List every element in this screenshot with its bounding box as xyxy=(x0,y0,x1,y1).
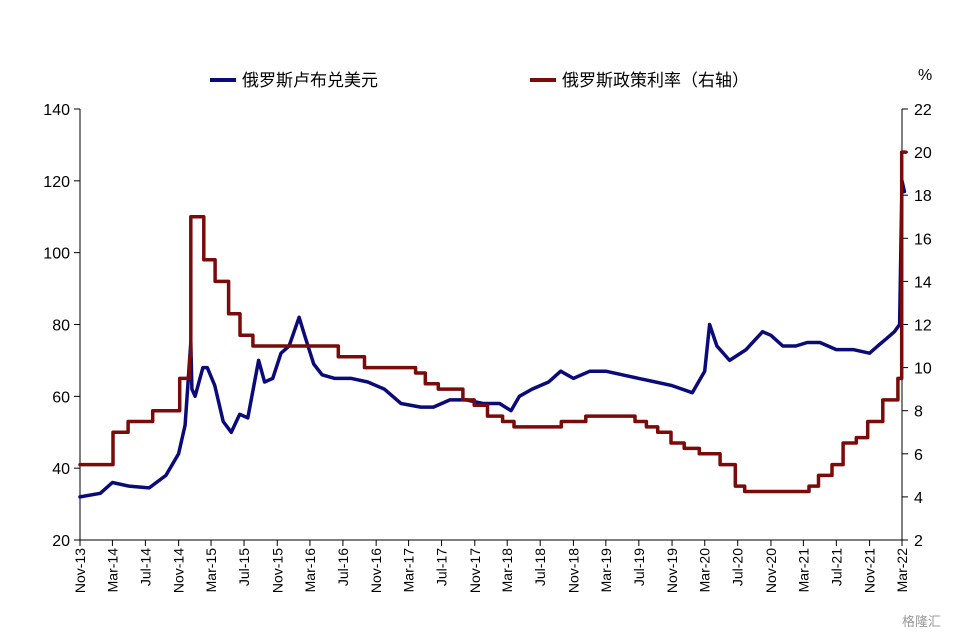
series-line-policy-rate xyxy=(78,150,908,494)
x-tick-label: Mar-22 xyxy=(894,548,910,593)
x-tick-label: Nov-20 xyxy=(763,548,779,593)
series-layer xyxy=(78,150,908,499)
x-tick-label: Jul-14 xyxy=(137,548,153,586)
x-tick-label: Nov-21 xyxy=(862,548,878,593)
x-tick-label: Jul-18 xyxy=(532,548,548,586)
left-tick-label: 140 xyxy=(43,102,70,119)
x-tick-label: Nov-15 xyxy=(269,548,285,593)
x-tick-label: Nov-18 xyxy=(565,548,581,593)
x-tick-label: Nov-16 xyxy=(368,548,384,593)
right-axis-unit: % xyxy=(918,67,932,84)
left-tick-label: 120 xyxy=(43,174,70,191)
left-tick-label: 60 xyxy=(52,389,70,406)
left-tick-label: 20 xyxy=(52,533,70,550)
x-ticks: Nov-13 Mar-14 Jul-14 Nov-14 Mar-15 Jul-15 Nov-… xyxy=(72,540,910,593)
right-tick-label: 4 xyxy=(914,490,923,507)
watermark: 格隆汇 xyxy=(902,614,941,630)
x-tick-label: Jul-19 xyxy=(631,548,647,586)
right-tick-label: 8 xyxy=(914,404,923,421)
x-tick-label: Jul-21 xyxy=(828,548,844,586)
legend: 俄罗斯卢布兑美元 俄罗斯政策利率（右轴） xyxy=(210,71,749,91)
right-tick-label: 2 xyxy=(914,533,923,550)
x-tick-label: Jul-16 xyxy=(335,548,351,586)
left-y-ticks: 20 40 60 80 100 120 140 xyxy=(43,102,80,550)
x-tick-label: Nov-19 xyxy=(664,548,680,593)
x-tick-label: Mar-17 xyxy=(401,548,417,593)
x-tick-label: Mar-16 xyxy=(302,548,318,593)
right-tick-label: 12 xyxy=(914,318,932,335)
right-tick-label: 16 xyxy=(914,231,932,248)
x-tick-label: Mar-19 xyxy=(598,548,614,593)
x-tick-label: Jul-15 xyxy=(236,548,252,586)
x-tick-label: Nov-14 xyxy=(171,548,187,593)
x-tick-label: Mar-15 xyxy=(203,548,219,593)
x-tick-label: Nov-17 xyxy=(467,548,483,593)
right-tick-label: 6 xyxy=(914,447,923,464)
legend-label-ruble: 俄罗斯卢布兑美元 xyxy=(242,71,378,91)
x-tick-label: Mar-20 xyxy=(697,548,713,593)
x-tick-label: Jul-17 xyxy=(434,548,450,586)
right-tick-label: 20 xyxy=(914,145,932,162)
x-tick-label: Mar-18 xyxy=(499,548,515,593)
x-tick-label: Jul-20 xyxy=(730,548,746,586)
x-tick-label: Mar-14 xyxy=(104,548,120,593)
right-tick-label: 14 xyxy=(914,274,932,291)
legend-label-policy-rate: 俄罗斯政策利率（右轴） xyxy=(562,71,749,91)
left-tick-label: 100 xyxy=(43,246,70,263)
right-tick-label: 22 xyxy=(914,102,932,119)
right-tick-label: 18 xyxy=(914,188,932,205)
right-tick-label: 10 xyxy=(914,361,932,378)
left-tick-label: 40 xyxy=(52,461,70,478)
left-tick-label: 80 xyxy=(52,318,70,335)
right-y-ticks: 2 4 6 8 10 12 14 16 18 20 22 xyxy=(902,102,932,550)
axes xyxy=(79,109,903,541)
x-tick-label: Nov-13 xyxy=(72,548,88,593)
x-tick-label: Mar-21 xyxy=(795,548,811,593)
